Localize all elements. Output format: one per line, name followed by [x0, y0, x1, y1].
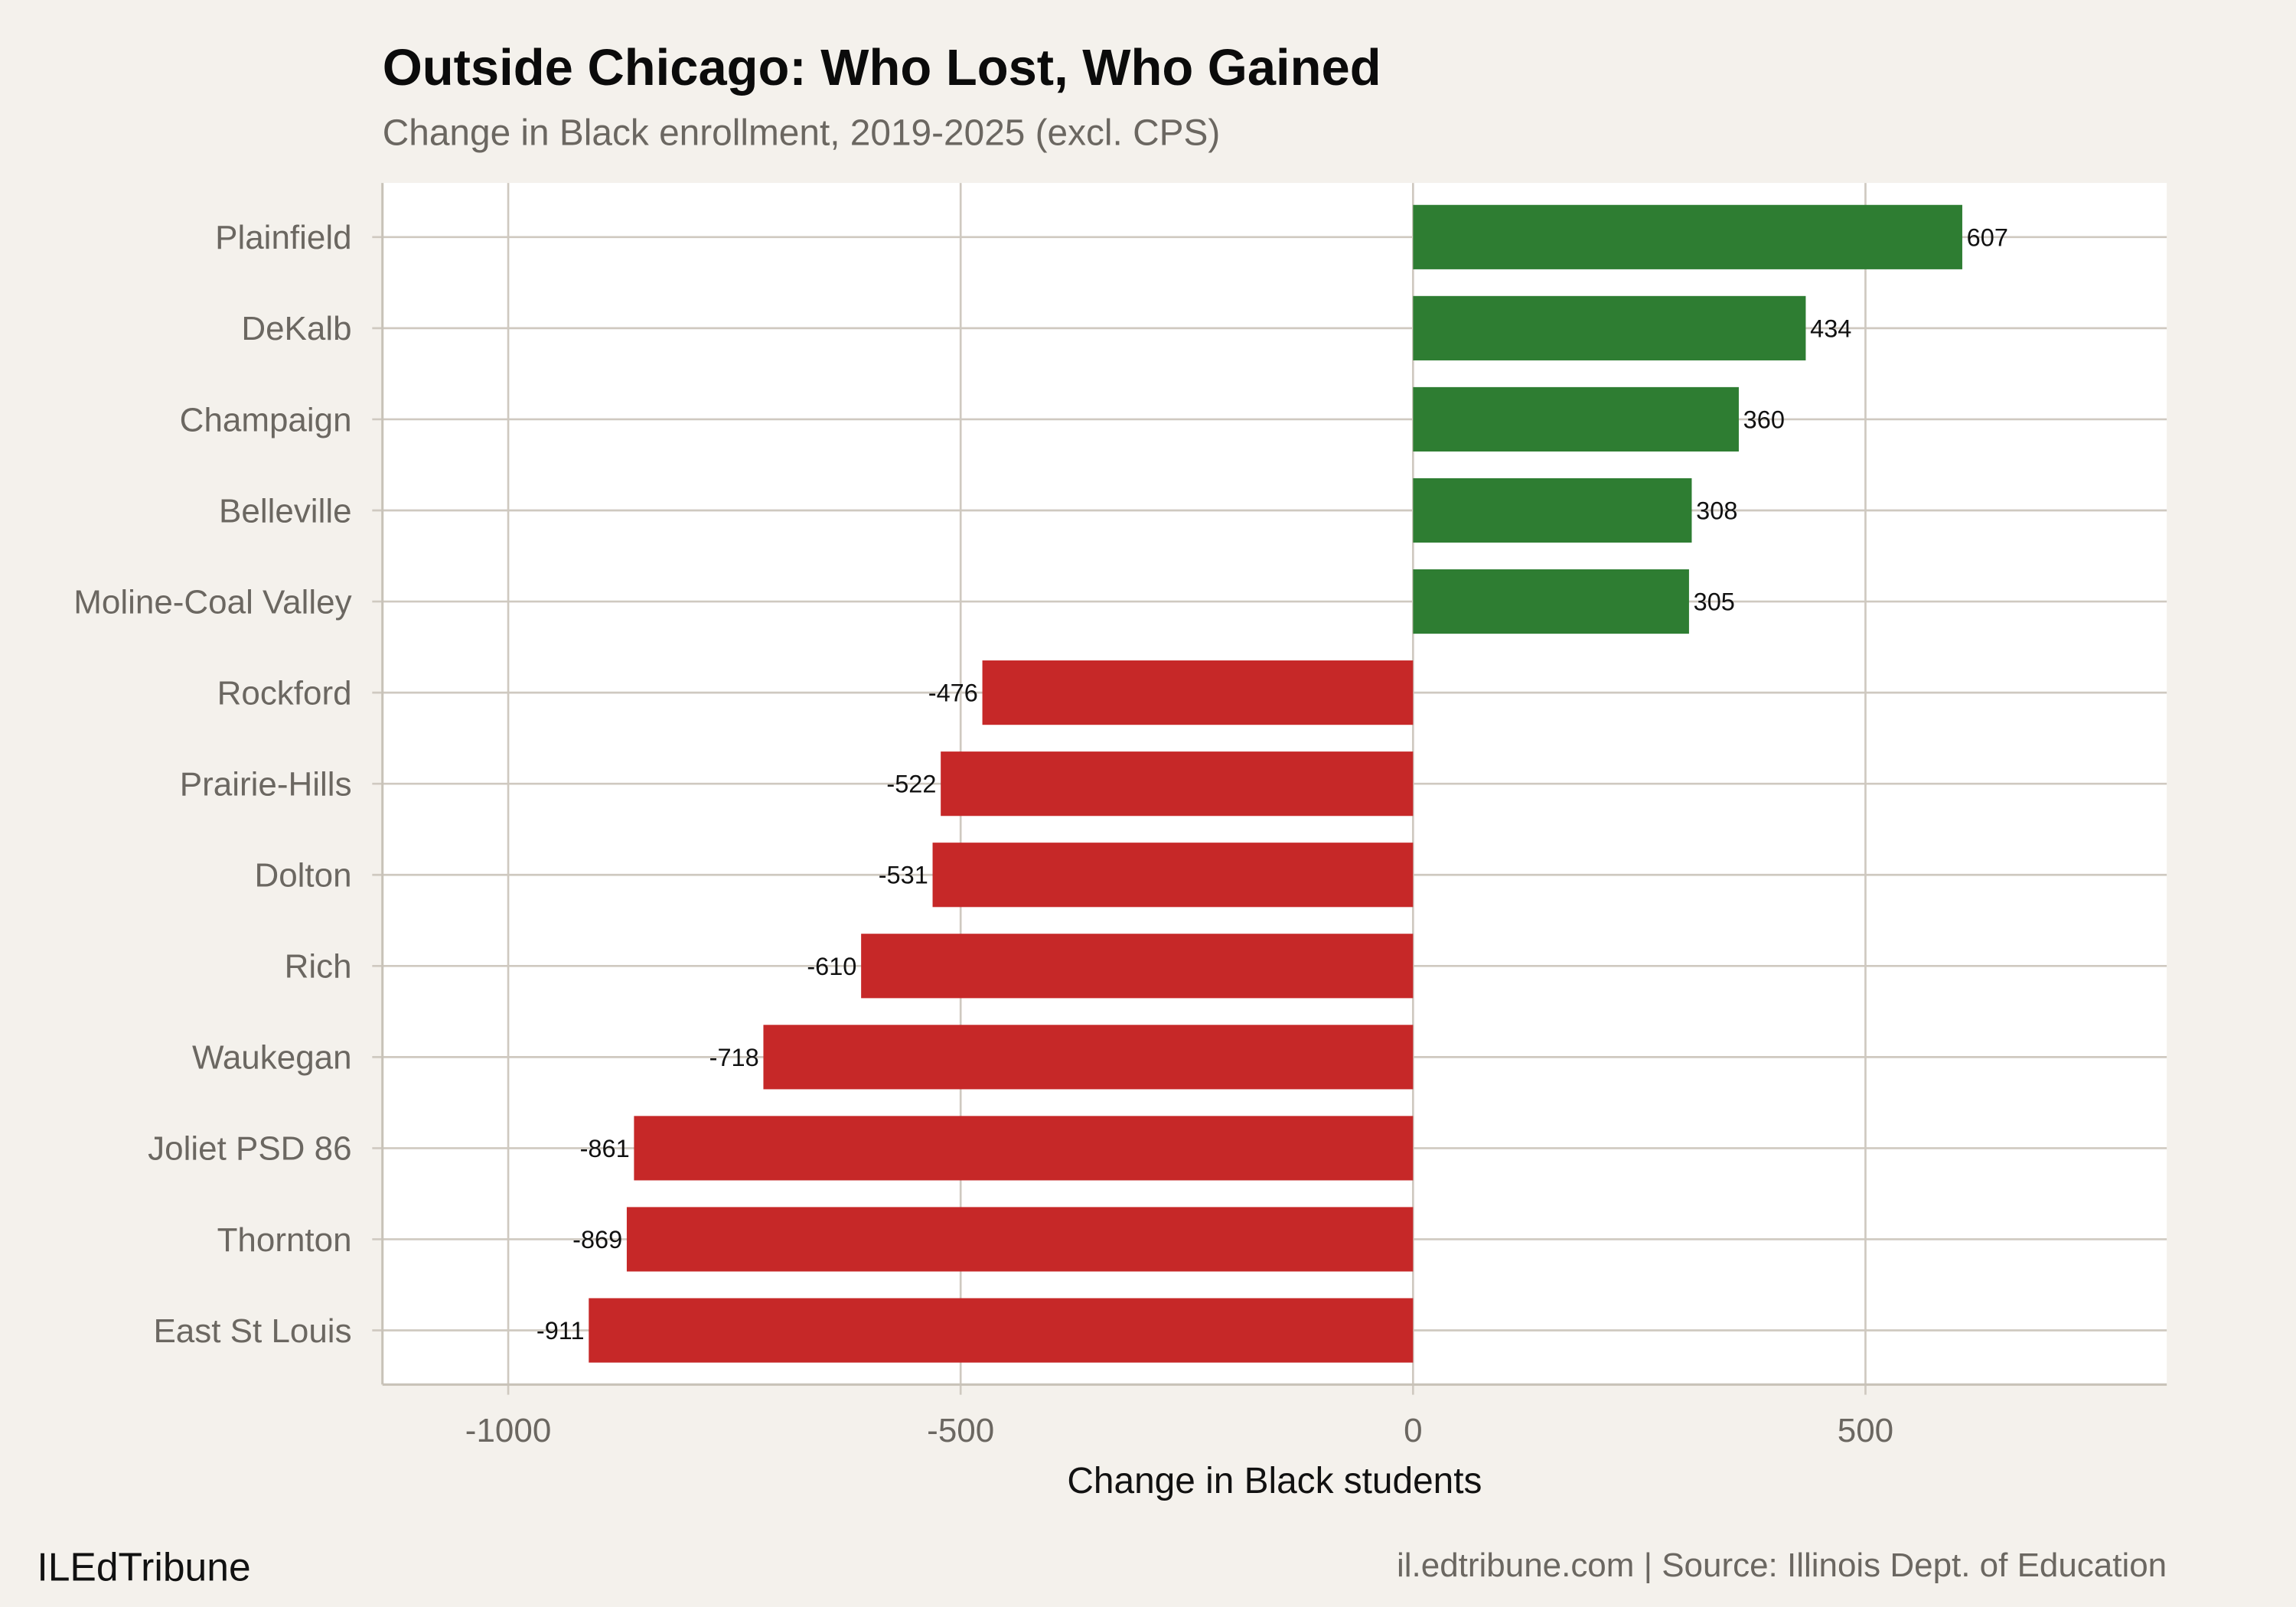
- bar-thornton: [626, 1207, 1414, 1272]
- data-label: -869: [572, 1226, 622, 1253]
- data-label: -911: [536, 1317, 585, 1345]
- category-label: DeKalb: [241, 310, 351, 347]
- bar-waukegan: [763, 1025, 1414, 1090]
- data-label: 305: [1694, 588, 1735, 616]
- bar-plainfield: [1413, 204, 1962, 269]
- bar-east-st-louis: [589, 1298, 1414, 1363]
- category-label: Thornton: [217, 1221, 352, 1259]
- bar-dolton: [932, 843, 1414, 908]
- data-label: 434: [1810, 315, 1851, 342]
- bar-champaign: [1413, 386, 1739, 452]
- data-label: -610: [807, 953, 856, 980]
- category-label: Prairie-Hills: [180, 765, 352, 803]
- category-label: Waukegan: [192, 1039, 352, 1077]
- data-label: 607: [1967, 223, 2008, 251]
- x-tick-label: -1000: [465, 1412, 551, 1449]
- x-tick-labels: -1000 -500 0 500: [465, 1412, 1893, 1449]
- data-label: 360: [1743, 406, 1785, 433]
- bar-dekalb: [1413, 295, 1806, 360]
- x-tick-label: 500: [1838, 1412, 1893, 1449]
- data-label: -476: [928, 680, 978, 707]
- bar-joliet-psd-86: [634, 1116, 1414, 1181]
- x-tick-label: -500: [927, 1412, 994, 1449]
- bars: [589, 204, 1962, 1363]
- category-labels: Plainfield DeKalb Champaign Belleville Molin…: [73, 219, 351, 1350]
- chart-title: Outside Chicago: Who Lost, Who Gained: [383, 39, 1381, 96]
- category-label: Moline-Coal Valley: [73, 583, 351, 621]
- bar-prairie-hills: [941, 751, 1414, 817]
- x-tick-label: 0: [1404, 1412, 1422, 1449]
- category-label: Belleville: [219, 492, 352, 530]
- bar-rich: [861, 934, 1414, 999]
- category-label: Rockford: [217, 674, 352, 712]
- chart-subtitle: Change in Black enrollment, 2019-2025 (e…: [383, 112, 1221, 153]
- category-label: East St Louis: [153, 1312, 351, 1350]
- category-label: Joliet PSD 86: [148, 1130, 351, 1168]
- source-caption: il.edtribune.com | Source: Illinois Dept…: [1397, 1547, 2167, 1584]
- bar-belleville: [1413, 478, 1692, 543]
- bar-rockford: [982, 660, 1414, 725]
- category-label: Dolton: [254, 857, 351, 895]
- category-label: Plainfield: [215, 219, 351, 256]
- data-label: -718: [709, 1044, 759, 1071]
- data-label: -531: [879, 862, 928, 889]
- data-label: 308: [1696, 497, 1737, 524]
- bar-moline-coal-valley: [1413, 569, 1689, 634]
- x-axis-title: Change in Black students: [1067, 1461, 1482, 1501]
- category-label: Champaign: [180, 401, 352, 438]
- category-label: Rich: [285, 948, 352, 986]
- data-label: -861: [580, 1135, 630, 1162]
- data-label: -522: [886, 771, 936, 798]
- brand-logo-text: ILEdTribune: [37, 1545, 250, 1589]
- data-labels: 607 434 360 308 305 -476 -522 -531 -610 -718 -861 -…: [536, 223, 2008, 1345]
